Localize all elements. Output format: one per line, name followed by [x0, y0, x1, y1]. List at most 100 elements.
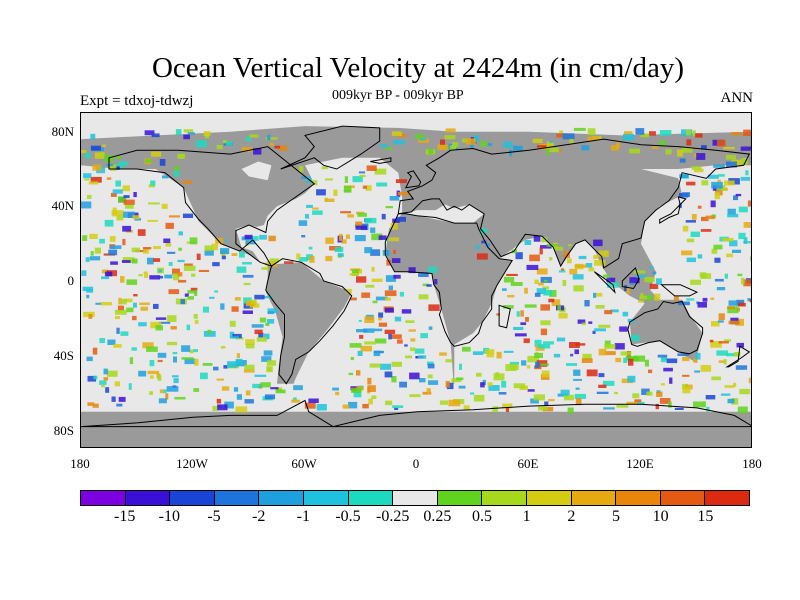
velocity-cell [131, 347, 137, 351]
velocity-cell [196, 253, 201, 260]
velocity-cell [214, 290, 219, 293]
velocity-cell [394, 316, 402, 322]
velocity-cell [574, 393, 586, 399]
velocity-cell [549, 290, 557, 297]
velocity-cell [657, 354, 668, 358]
velocity-cell [627, 375, 636, 383]
velocity-cell [514, 333, 527, 337]
velocity-cell [747, 298, 751, 302]
velocity-cell [234, 297, 241, 301]
velocity-cell [162, 389, 167, 394]
coastline [280, 125, 381, 170]
colorbar-label: -10 [158, 508, 180, 525]
colorbar-swatch [482, 491, 527, 505]
velocity-cell [173, 170, 179, 177]
velocity-cell [557, 304, 561, 311]
velocity-cell [254, 294, 265, 300]
velocity-cell [213, 366, 219, 371]
velocity-cell [427, 266, 438, 274]
velocity-cell [391, 258, 401, 263]
velocity-cell [391, 361, 402, 367]
velocity-cell [695, 133, 703, 138]
velocity-cell [677, 353, 689, 356]
velocity-cell [144, 130, 155, 136]
velocity-cell [562, 280, 567, 286]
velocity-cell [669, 377, 673, 384]
velocity-cell [343, 189, 351, 192]
coastline [81, 399, 751, 428]
velocity-cell [588, 267, 595, 272]
velocity-cell [151, 151, 162, 157]
velocity-cell [573, 127, 586, 131]
velocity-cell [635, 275, 647, 278]
velocity-cell [693, 401, 704, 408]
velocity-cell [708, 174, 719, 179]
velocity-cell [473, 135, 480, 142]
velocity-cell [333, 189, 338, 196]
lat-tick-40s: 40S [53, 348, 74, 363]
velocity-cell [556, 337, 566, 342]
velocity-cell [236, 394, 242, 400]
velocity-cell [652, 271, 657, 275]
velocity-cell [546, 141, 554, 147]
velocity-cell [346, 288, 352, 294]
velocity-cell [386, 259, 391, 266]
velocity-cell [503, 305, 514, 309]
coastline [659, 196, 687, 224]
velocity-cell [516, 311, 520, 317]
velocity-cell [611, 145, 619, 151]
velocity-cell [264, 333, 270, 340]
velocity-cell [357, 212, 367, 217]
velocity-cell [693, 168, 704, 173]
colorbar-label: 15 [697, 508, 714, 525]
velocity-cell [245, 343, 255, 349]
velocity-cell [194, 358, 199, 366]
velocity-cell [293, 397, 297, 401]
velocity-cell [637, 401, 645, 405]
velocity-cell [577, 319, 586, 324]
velocity-cell [596, 292, 603, 297]
velocity-cell [321, 166, 328, 170]
velocity-cell [623, 133, 635, 141]
velocity-cell [123, 199, 135, 205]
velocity-cell [718, 360, 725, 363]
velocity-cell [388, 334, 392, 340]
velocity-cell [354, 235, 366, 242]
velocity-cell [140, 306, 148, 311]
velocity-cell [243, 369, 255, 373]
velocity-cell [113, 344, 122, 348]
velocity-cell [301, 235, 306, 238]
velocity-cell [598, 348, 607, 356]
velocity-cell [221, 386, 230, 391]
velocity-cell [620, 351, 632, 356]
velocity-cell [138, 370, 147, 377]
velocity-cell [216, 145, 223, 150]
velocity-cell [184, 293, 189, 297]
velocity-cell [714, 278, 724, 282]
velocity-cell [556, 133, 563, 138]
velocity-cell [258, 332, 264, 338]
velocity-cell [325, 237, 334, 244]
velocity-cell [534, 352, 543, 358]
velocity-cell [598, 324, 611, 328]
velocity-cell [538, 344, 551, 349]
velocity-cell [265, 137, 278, 140]
velocity-cell [235, 406, 248, 413]
velocity-cell [520, 310, 524, 317]
velocity-cell [697, 205, 702, 209]
velocity-cell [168, 289, 180, 295]
velocity-cell [558, 313, 568, 319]
velocity-cell [743, 222, 751, 228]
velocity-cell [173, 356, 177, 363]
colorbar-label: 2 [567, 508, 576, 525]
velocity-cell [682, 386, 691, 394]
velocity-cell [244, 364, 255, 370]
velocity-cell [574, 264, 587, 268]
velocity-cell [305, 214, 309, 219]
velocity-cell [549, 257, 553, 261]
velocity-cell [717, 179, 721, 183]
velocity-cell [679, 158, 686, 163]
velocity-cell [716, 350, 729, 356]
velocity-cell [544, 279, 548, 282]
velocity-cell [121, 260, 131, 263]
